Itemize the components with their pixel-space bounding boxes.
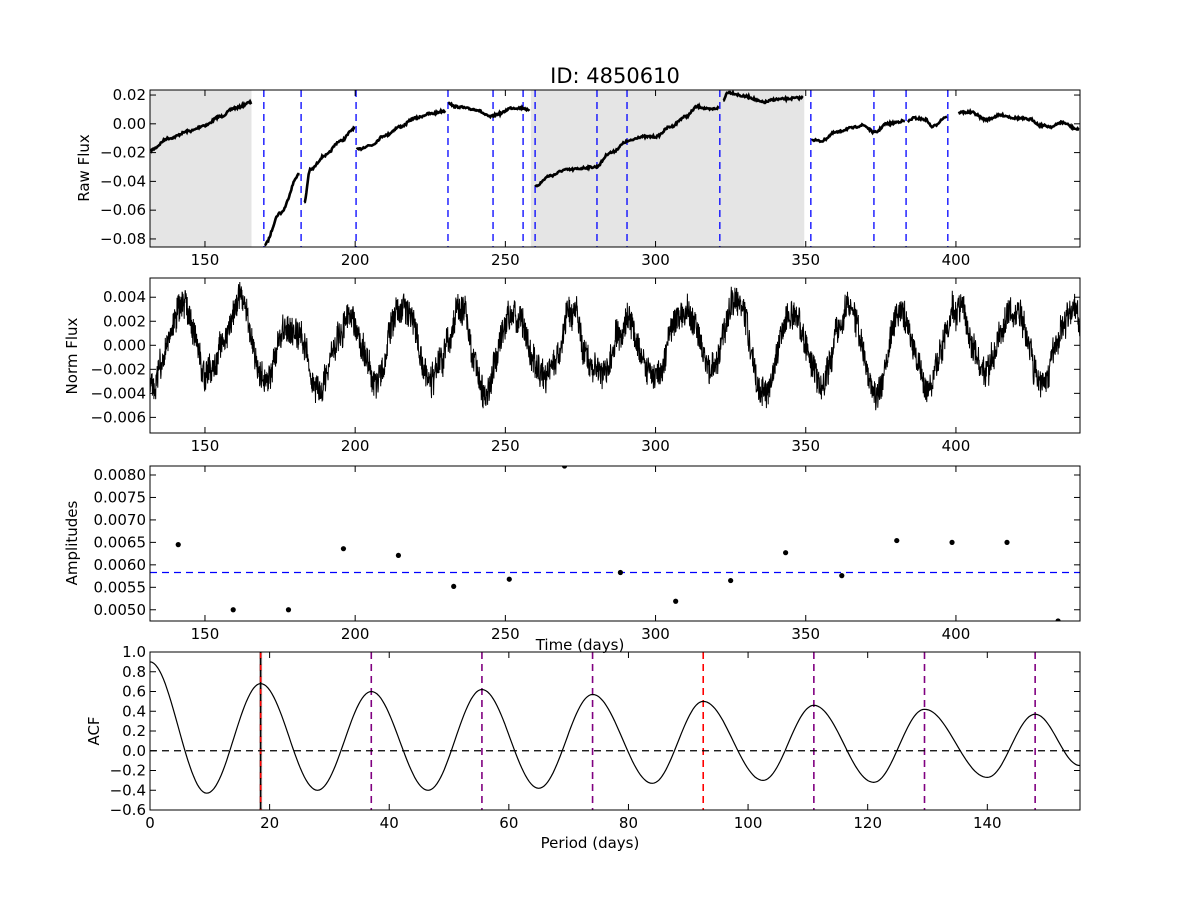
amplitudes-ytick-label: 0.0065 (94, 533, 147, 551)
amplitudes-xlabel: Time (days) (535, 636, 625, 654)
amplitude-point (230, 607, 236, 613)
norm-flux-ylabel: Norm Flux (63, 317, 81, 394)
raw-flux-segment (722, 90, 804, 105)
acf-xtick-label: 20 (260, 814, 279, 832)
amplitudes-xtick-label: 200 (341, 625, 370, 643)
acf-ytick-label: 0.2 (122, 722, 146, 740)
norm-flux-xtick-label: 350 (791, 437, 820, 455)
acf-xtick-label: 80 (619, 814, 638, 832)
acf-ytick-label: 0.0 (122, 742, 146, 760)
acf-xtick-label: 140 (973, 814, 1002, 832)
norm-flux-line (150, 281, 1080, 411)
amplitudes-ytick-label: 0.0050 (94, 601, 147, 619)
raw-flux-segment (303, 125, 356, 204)
amplitude-point (395, 552, 402, 559)
amplitudes-axes-frame (149, 465, 1081, 622)
amplitude-point (949, 539, 955, 545)
raw-flux-segment (355, 107, 447, 152)
amplitude-point (285, 607, 292, 613)
acf-xtick-label: 100 (734, 814, 763, 832)
acf-xlabel: Period (days) (541, 834, 640, 852)
acf-ytick-label: 0.4 (122, 702, 146, 720)
amplitudes-ytick-label: 0.0080 (94, 466, 147, 484)
amplitude-point (175, 542, 181, 548)
acf-ytick-label: −0.4 (110, 781, 146, 799)
norm-flux-ytick-label: −0.004 (90, 384, 146, 402)
amplitude-point (673, 598, 679, 604)
norm-flux-ytick-label: 0.004 (103, 288, 146, 306)
raw-flux-segment (264, 172, 300, 247)
amplitudes-ytick-label: 0.0060 (94, 556, 147, 574)
chart-title: ID: 4850610 (550, 64, 680, 88)
acf-ytick-label: 0.6 (122, 683, 146, 701)
amplitudes-ytick-label: 0.0055 (94, 578, 147, 596)
amplitudes-xtick-label: 350 (791, 625, 820, 643)
amplitudes-ytick-label: 0.0075 (94, 488, 147, 506)
amplitude-point (506, 576, 512, 582)
raw-flux-ytick-label: −0.04 (100, 172, 146, 190)
norm-flux-xtick-label: 250 (491, 437, 520, 455)
acf-xtick-label: 0 (145, 814, 155, 832)
acf-ytick-label: 1.0 (122, 643, 146, 661)
raw-flux-xtick-label: 150 (191, 251, 220, 269)
raw-flux-xtick-label: 300 (641, 251, 670, 269)
raw-flux-xtick-label: 200 (341, 251, 370, 269)
amplitude-point (894, 537, 900, 544)
acf-xtick-label: 40 (380, 814, 399, 832)
raw-flux-ytick-label: 0.00 (113, 115, 146, 133)
raw-flux-ytick-label: 0.02 (113, 86, 146, 104)
raw-flux-xtick-label: 250 (491, 251, 520, 269)
amplitude-point (451, 583, 457, 590)
norm-flux-xtick-label: 150 (191, 437, 220, 455)
raw-flux-axes-frame (149, 89, 1081, 248)
amplitudes-ylabel: Amplitudes (63, 500, 81, 585)
raw-flux-xtick-label: 400 (942, 251, 971, 269)
shaded-quarter (150, 90, 252, 247)
amplitudes-ytick-label: 0.0070 (94, 511, 147, 529)
amplitude-point (783, 550, 789, 556)
raw-flux-segment (534, 102, 720, 188)
raw-flux-segment (448, 101, 531, 120)
amplitude-point (1004, 539, 1010, 545)
raw-flux-ytick-label: −0.02 (100, 144, 146, 162)
amplitude-point (561, 466, 568, 469)
acf-axes-frame (149, 651, 1081, 811)
norm-flux-xtick-label: 300 (641, 437, 670, 455)
amplitudes-xtick-label: 250 (491, 625, 520, 643)
norm-flux-ytick-label: −0.002 (90, 360, 146, 378)
acf-ytick-label: 0.8 (122, 663, 146, 681)
raw-flux-segment (957, 108, 1080, 132)
amplitude-point (1055, 618, 1061, 621)
acf-xtick-label: 120 (853, 814, 882, 832)
acf-ytick-label: −0.2 (110, 762, 146, 780)
amplitudes-xtick-label: 300 (641, 625, 670, 643)
amplitude-point (839, 573, 845, 579)
amplitude-point (728, 577, 734, 584)
acf-xtick-label: 60 (499, 814, 518, 832)
raw-flux-ytick-label: −0.06 (100, 201, 146, 219)
norm-flux-xtick-label: 400 (942, 437, 971, 455)
amplitudes-xtick-label: 400 (942, 625, 971, 643)
raw-flux-segment (906, 114, 948, 129)
norm-flux-ytick-label: 0.000 (103, 336, 146, 354)
norm-flux-ytick-label: −0.006 (90, 408, 146, 426)
raw-flux-ylabel: Raw Flux (75, 134, 93, 202)
amplitudes-xtick-label: 150 (191, 625, 220, 643)
raw-flux-xtick-label: 350 (791, 251, 820, 269)
norm-flux-ytick-label: 0.002 (103, 312, 146, 330)
amplitude-point (340, 546, 347, 552)
amplitude-point (617, 569, 624, 576)
raw-flux-segment (811, 118, 906, 144)
acf-curve (150, 661, 1080, 794)
acf-ytick-label: −0.6 (110, 801, 146, 819)
raw-flux-ytick-label: −0.08 (100, 230, 146, 248)
norm-flux-axes-frame (149, 277, 1081, 434)
raw-flux-segment (150, 98, 253, 154)
acf-ylabel: ACF (85, 716, 103, 745)
norm-flux-xtick-label: 200 (341, 437, 370, 455)
